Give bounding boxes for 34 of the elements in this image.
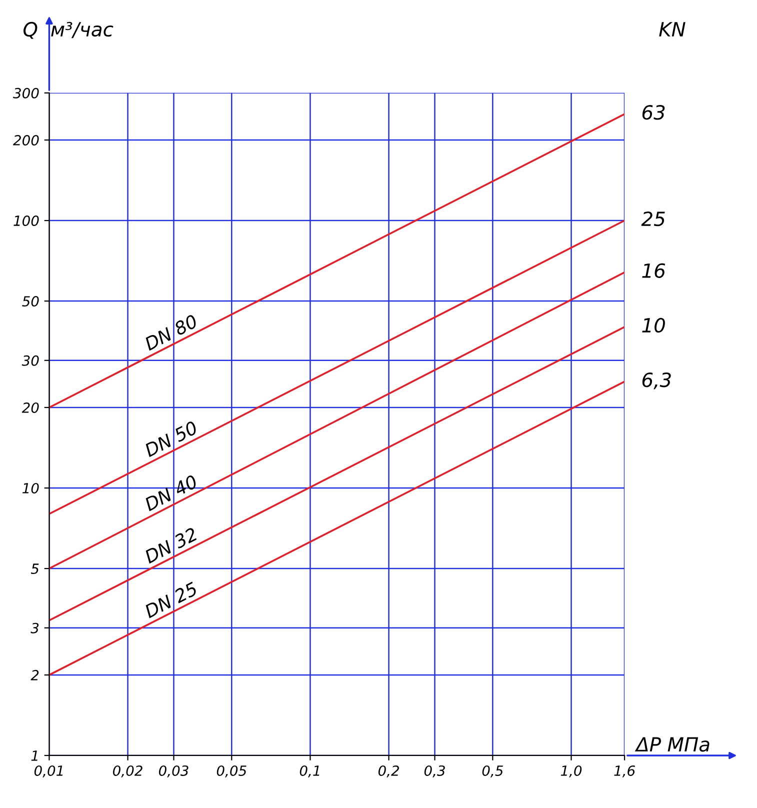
- y-tick-label: 1: [31, 750, 38, 761]
- x-tick-label: 0,03: [158, 765, 188, 778]
- text: 10: [642, 318, 665, 333]
- y-tick-label: 10: [22, 482, 39, 494]
- x-axis-title: ΔP МПа: [634, 737, 710, 752]
- text: DN 50: [143, 420, 198, 458]
- y-tick-label: 300: [13, 88, 39, 98]
- x-tick-label: 0,05: [216, 765, 246, 778]
- text: DN 25: [143, 581, 198, 618]
- text: 6,3: [642, 372, 671, 390]
- x-tick-label: 0,1: [300, 765, 320, 778]
- y-tick-label: 30: [22, 355, 39, 366]
- text: 63: [642, 105, 665, 120]
- y-tick-label: 5: [30, 564, 39, 574]
- x-tick-label: 0,01: [34, 765, 63, 778]
- y-axis-title: Q м³/час: [24, 22, 114, 39]
- y-tick-label: 200: [13, 134, 39, 146]
- text: 25: [641, 211, 665, 226]
- x-tick-label: 1,6: [614, 765, 635, 778]
- text: DN 80: [143, 314, 198, 351]
- x-tick-label: 0,3: [424, 765, 445, 778]
- text: DN 40: [143, 474, 198, 512]
- y-tick-label: 20: [22, 402, 39, 413]
- y-tick-label: 2: [30, 670, 39, 680]
- text: KN: [659, 22, 686, 36]
- x-tick-label: 0,5: [482, 765, 503, 778]
- x-tick-label: 0,2: [378, 765, 399, 778]
- y-tick-label: 3: [30, 622, 39, 634]
- text: 16: [642, 263, 666, 278]
- y-tick-label: 50: [22, 296, 39, 307]
- y-tick-label: 100: [14, 216, 39, 226]
- text: DN 32: [143, 526, 198, 564]
- x-tick-label: 1,0: [560, 765, 582, 778]
- x-tick-label: 0,02: [113, 765, 142, 778]
